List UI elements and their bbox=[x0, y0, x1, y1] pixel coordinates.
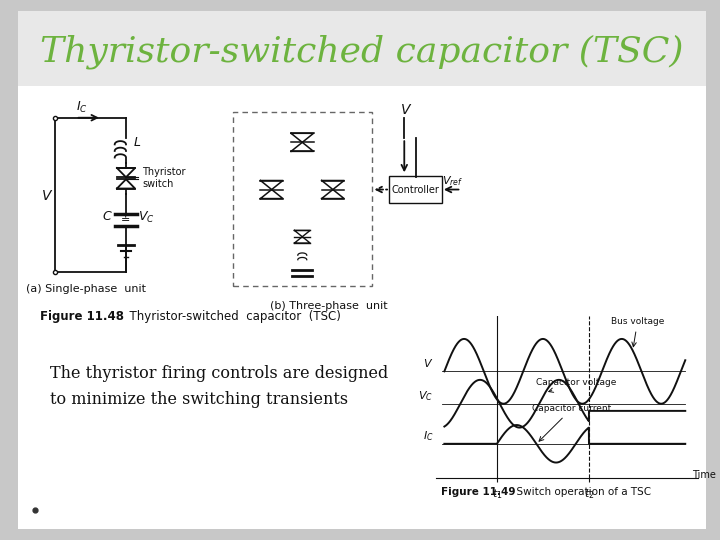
Text: $L$: $L$ bbox=[133, 137, 141, 150]
Text: Time: Time bbox=[692, 470, 716, 480]
Text: Capacitor voltage: Capacitor voltage bbox=[536, 378, 617, 393]
Text: $V$: $V$ bbox=[423, 357, 433, 369]
Text: Thyristor-switched  capacitor  (TSC): Thyristor-switched capacitor (TSC) bbox=[122, 310, 341, 323]
Text: $I_C$: $I_C$ bbox=[76, 99, 87, 114]
Text: $C$: $C$ bbox=[102, 210, 113, 224]
Text: Switch operation of a TSC: Switch operation of a TSC bbox=[510, 488, 651, 497]
Text: $\mathsf{\doteq}$: $\mathsf{\doteq}$ bbox=[118, 213, 130, 222]
Text: (b) Three-phase  unit: (b) Three-phase unit bbox=[270, 301, 387, 310]
Bar bbox=[233, 112, 372, 286]
Text: (a) Single-phase  unit: (a) Single-phase unit bbox=[26, 284, 145, 294]
Text: $V$: $V$ bbox=[41, 188, 53, 202]
Text: $V$: $V$ bbox=[400, 103, 413, 117]
Text: Bus voltage: Bus voltage bbox=[611, 318, 664, 347]
Text: $V_{\mathit{ref}}$: $V_{\mathit{ref}}$ bbox=[442, 174, 464, 188]
Text: Figure 11.49: Figure 11.49 bbox=[441, 488, 516, 497]
Text: $V_C$: $V_C$ bbox=[418, 389, 433, 403]
Text: $V_C$: $V_C$ bbox=[138, 211, 155, 225]
Text: Capacitor current: Capacitor current bbox=[532, 404, 611, 441]
Text: Controller: Controller bbox=[392, 185, 439, 194]
FancyBboxPatch shape bbox=[389, 176, 442, 203]
Text: Thyristor-switched capacitor (TSC): Thyristor-switched capacitor (TSC) bbox=[40, 34, 683, 69]
Text: Figure 11.48: Figure 11.48 bbox=[40, 310, 124, 323]
FancyBboxPatch shape bbox=[18, 11, 706, 86]
Text: The thyristor firing controls are designed
to minimize the switching transients: The thyristor firing controls are design… bbox=[50, 364, 389, 408]
FancyBboxPatch shape bbox=[18, 86, 706, 529]
Text: Thyristor
switch: Thyristor switch bbox=[142, 167, 186, 190]
Text: $I_C$: $I_C$ bbox=[423, 429, 433, 443]
